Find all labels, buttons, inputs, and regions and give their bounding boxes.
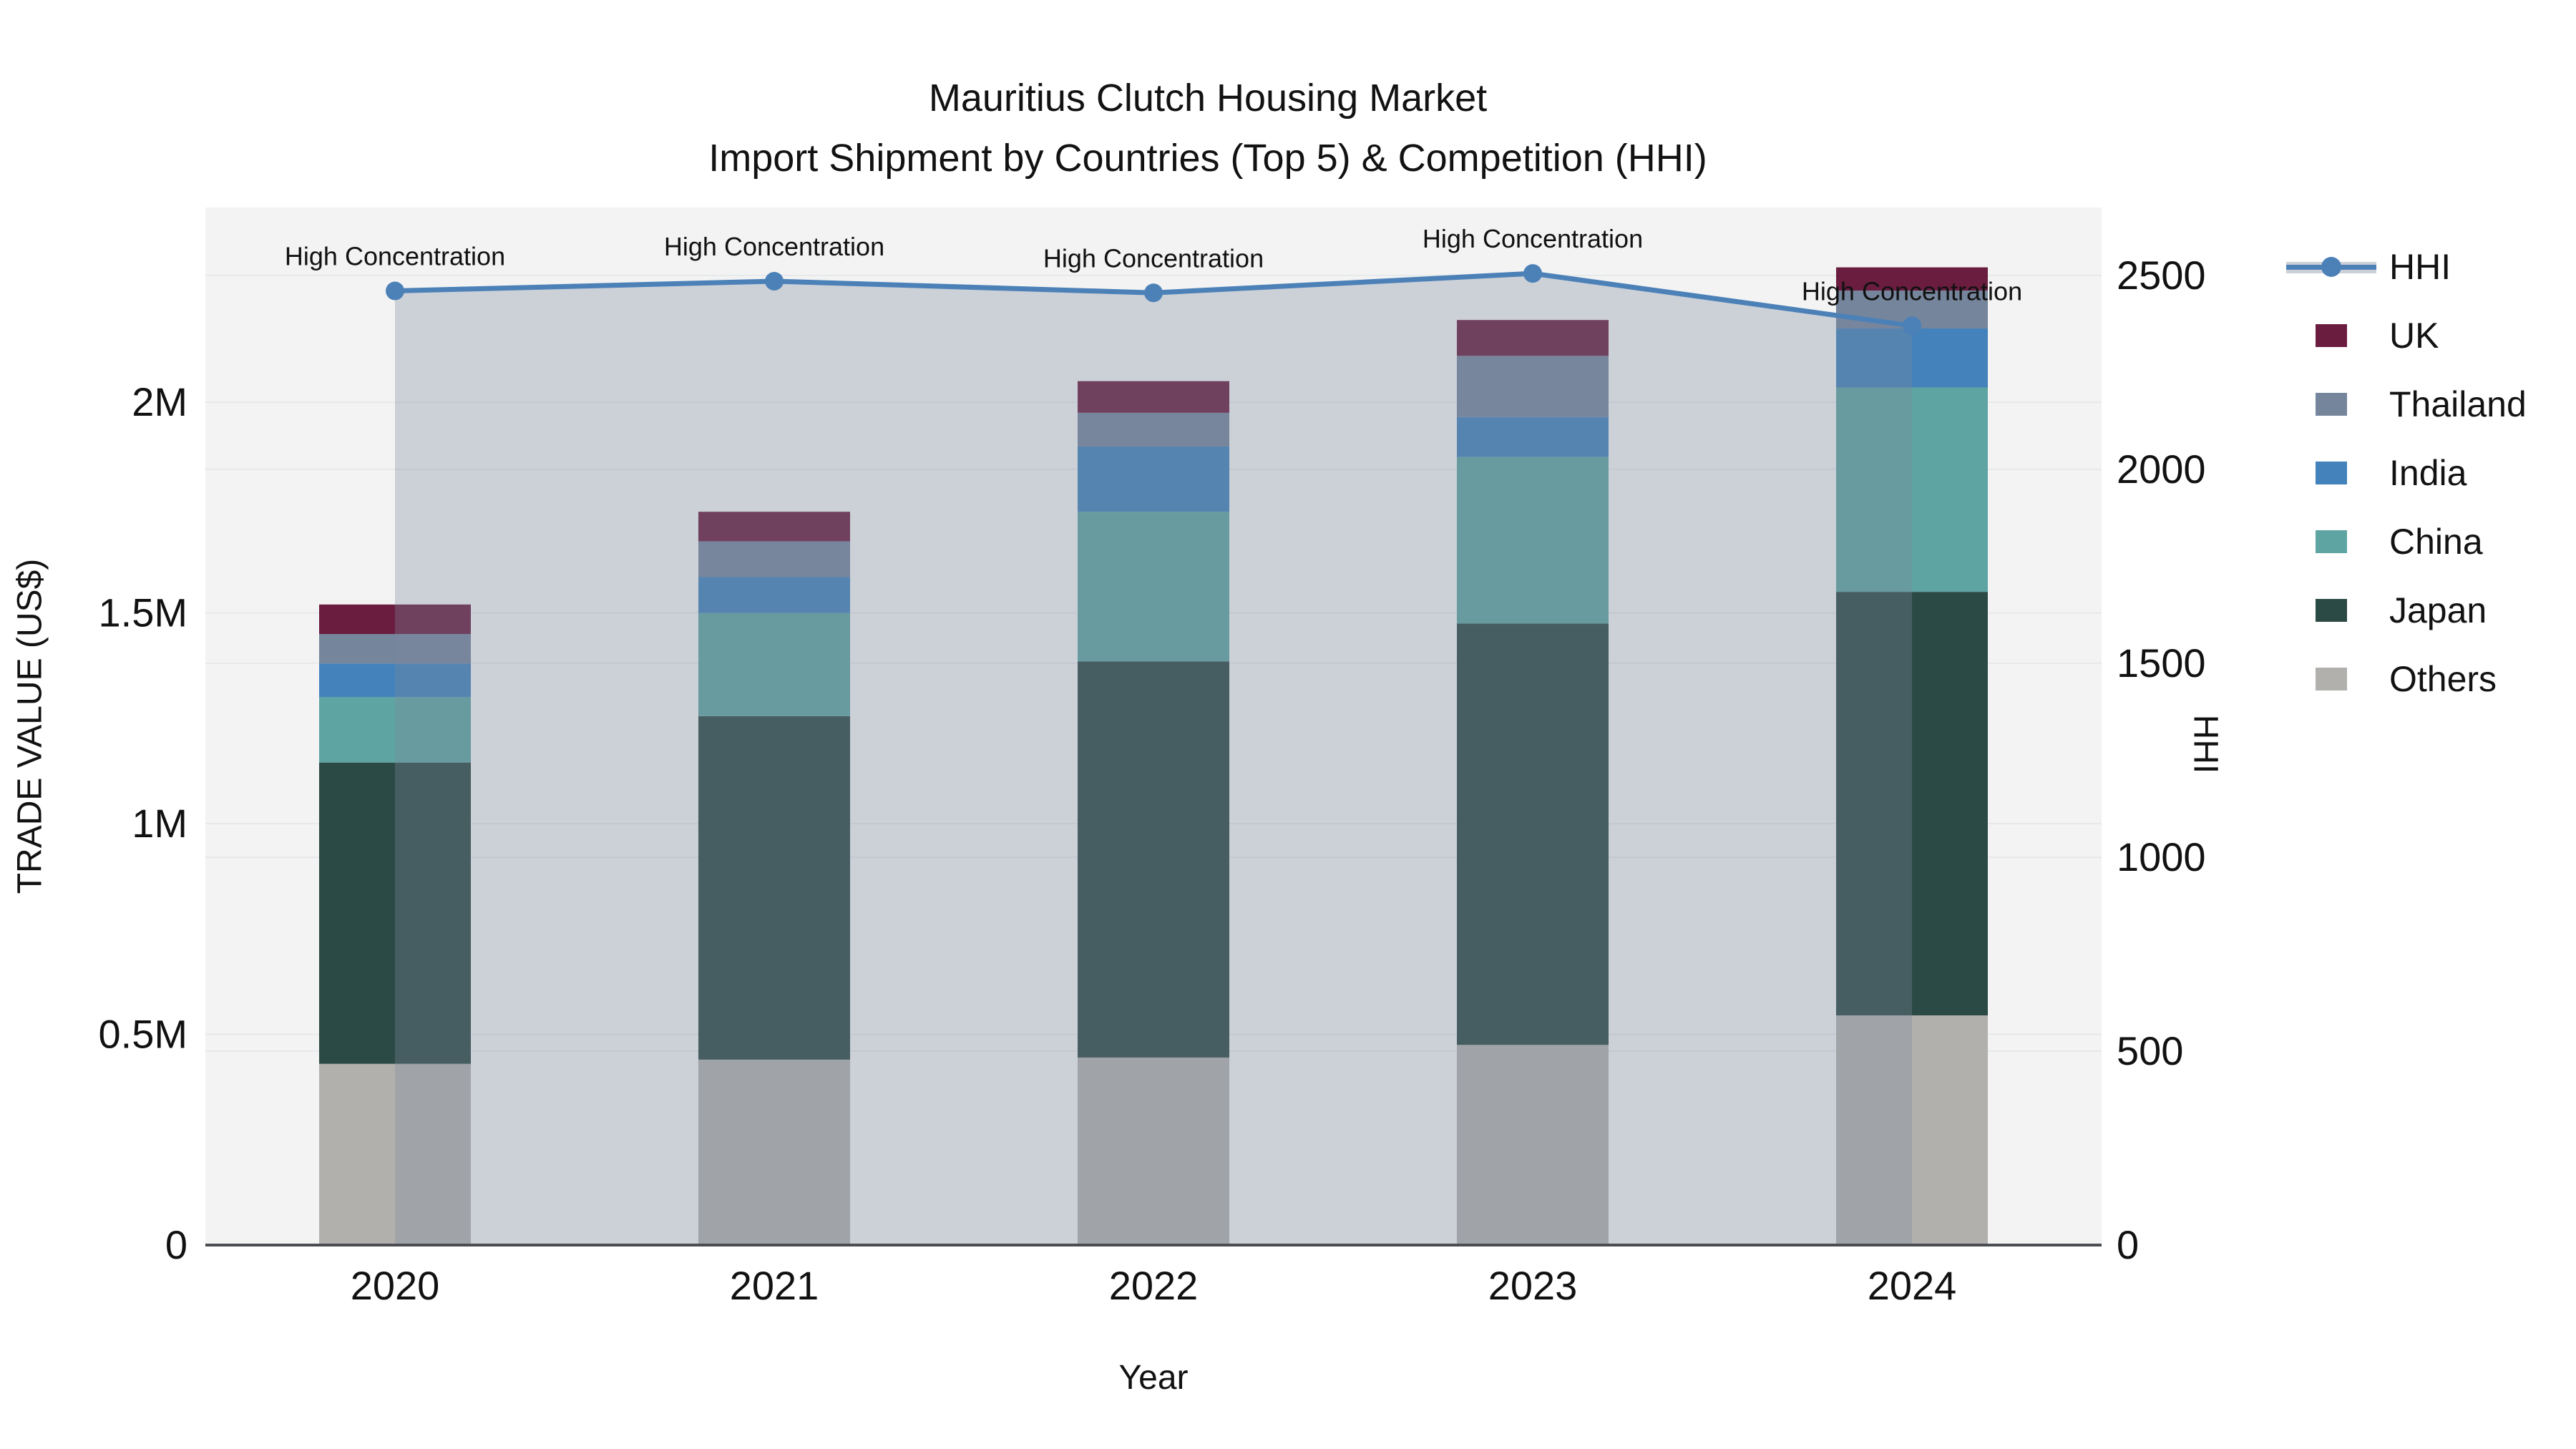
annotation-2023: High Concentration [1423, 224, 1643, 253]
legend-label-uk: UK [2389, 316, 2439, 356]
bar-segment-japan-2021 [698, 716, 850, 1060]
x-axis-title: Year [1118, 1359, 1189, 1397]
x-tick-2023: 2023 [1488, 1263, 1578, 1308]
bar-segment-china-2021 [698, 613, 850, 716]
y-tick-right-1500: 1500 [2117, 640, 2206, 686]
x-tick-2020: 2020 [351, 1263, 440, 1308]
y-tick-left-2M: 2M [132, 379, 187, 424]
x-tick-2024: 2024 [1868, 1263, 1957, 1308]
bar-segment-thailand-2023 [1457, 356, 1609, 417]
bar-segment-china-2024 [1836, 387, 1988, 592]
hhi-marker-2020 [386, 281, 404, 301]
legend-swatch-icon [2283, 393, 2379, 416]
chart-title-line1: Mauritius Clutch Housing Market [928, 77, 1488, 119]
legend-item-india[interactable]: India [2283, 439, 2527, 507]
legend-item-uk[interactable]: UK [2283, 301, 2527, 370]
bar-segment-uk-2024 [1836, 267, 1988, 291]
y-tick-left-1M: 1M [132, 801, 187, 846]
annotation-2020: High Concentration [285, 242, 505, 271]
legend-item-japan[interactable]: Japan [2283, 576, 2527, 645]
y-tick-right-0: 0 [2117, 1222, 2139, 1267]
hhi-area-fill [395, 273, 1912, 1245]
legend-swatch-icon [2283, 599, 2379, 622]
annotation-2021: High Concentration [664, 232, 884, 261]
x-axis-line [205, 1244, 2102, 1246]
bar-segment-china-2022 [1078, 512, 1229, 662]
x-tick-2021: 2021 [730, 1263, 819, 1308]
legend-label-india: India [2389, 453, 2467, 493]
bar-segment-thailand-2020 [319, 634, 471, 664]
legend-label-china: China [2389, 522, 2483, 562]
bar-segment-uk-2023 [1457, 320, 1609, 356]
legend-swatch-icon [2283, 530, 2379, 553]
y-tick-left-0: 0 [165, 1222, 187, 1267]
annotation-2024: High Concentration [1802, 276, 2022, 306]
bar-segment-others-2021 [698, 1059, 850, 1245]
y-tick-left-1.5M: 1.5M [99, 590, 188, 635]
hhi-marker-2021 [765, 271, 784, 291]
legend-label-hhi: HHI [2389, 247, 2451, 287]
legend-item-china[interactable]: China [2283, 507, 2527, 576]
legend-label-japan: Japan [2389, 590, 2487, 630]
bar-segment-uk-2022 [1078, 381, 1229, 413]
legend-swatch-icon [2283, 324, 2379, 347]
bar-segment-india-2020 [319, 663, 471, 698]
bar-segment-thailand-2022 [1078, 412, 1229, 447]
bar-segment-japan-2020 [319, 762, 471, 1064]
bar-segment-japan-2024 [1836, 592, 1988, 1016]
y-axis-title-right: HHI [2186, 714, 2225, 774]
hhi-marker-2022 [1144, 283, 1163, 303]
bar-segment-china-2020 [319, 697, 471, 763]
y-tick-right-1000: 1000 [2117, 834, 2206, 879]
y-tick-right-2000: 2000 [2117, 447, 2206, 492]
legend-item-thailand[interactable]: Thailand [2283, 370, 2527, 439]
legend-item-hhi[interactable]: HHI [2283, 233, 2527, 301]
bar-segment-others-2023 [1457, 1045, 1609, 1245]
y-tick-left-0.5M: 0.5M [99, 1012, 188, 1057]
bar-segment-others-2020 [319, 1063, 471, 1245]
hhi-marker-2023 [1523, 264, 1542, 283]
legend-swatch-icon [2283, 462, 2379, 484]
legend: HHI UK Thailand India China Japan Others [2283, 233, 2527, 713]
y-axis-title-left: TRADE VALUE (US$) [11, 558, 49, 894]
chart-title-line2: Import Shipment by Countries (Top 5) & C… [708, 137, 1707, 180]
y-tick-right-2500: 2500 [2117, 253, 2206, 298]
hhi-marker-2024 [1903, 316, 1921, 336]
bar-segment-japan-2023 [1457, 623, 1609, 1045]
legend-label-thailand: Thailand [2389, 384, 2527, 424]
bar-segment-uk-2021 [698, 512, 850, 542]
y-tick-right-500: 500 [2117, 1028, 2183, 1073]
bar-segment-others-2024 [1836, 1015, 1988, 1245]
legend-line-sample-icon [2283, 255, 2379, 279]
bar-segment-others-2022 [1078, 1057, 1229, 1245]
bar-segment-japan-2022 [1078, 661, 1229, 1058]
bar-segment-india-2023 [1457, 416, 1609, 457]
bar-segment-india-2022 [1078, 446, 1229, 512]
bar-segment-china-2023 [1457, 457, 1609, 624]
bar-segment-thailand-2021 [698, 541, 850, 577]
bar-segment-india-2024 [1836, 328, 1988, 388]
legend-item-others[interactable]: Others [2283, 645, 2527, 713]
chart-title: Mauritius Clutch Housing Market Import S… [708, 68, 1707, 188]
bar-segment-uk-2020 [319, 604, 471, 635]
x-tick-2022: 2022 [1109, 1263, 1199, 1308]
legend-swatch-icon [2283, 668, 2379, 691]
annotation-2022: High Concentration [1043, 243, 1264, 273]
legend-label-others: Others [2389, 659, 2497, 699]
bar-segment-india-2021 [698, 577, 850, 613]
